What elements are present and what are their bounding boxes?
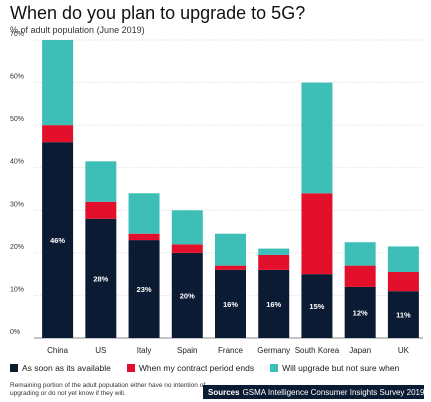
data-label: 15%: [309, 302, 324, 311]
legend-item-contract: When my contract period ends: [126, 363, 255, 373]
legend-label-unsure: Will upgrade but not sure when: [282, 363, 400, 373]
data-label: 46%: [50, 236, 65, 245]
bar-segment-contract: [128, 233, 160, 241]
bar-segment-soon: [344, 286, 376, 338]
source-banner: Sources GSMA Intelligence Consumer Insig…: [203, 385, 424, 399]
legend-item-soon: As soon as its available: [10, 363, 111, 373]
data-label: 23%: [137, 285, 152, 294]
x-tick-label: Italy: [137, 346, 152, 355]
x-tick-label: Japan: [349, 346, 371, 355]
chart-title: When do you plan to upgrade to 5G?: [10, 3, 306, 23]
bar-segment-soon: [258, 269, 290, 338]
y-tick-label: 10%: [10, 286, 24, 293]
stacked-bar-chart: 0% 10% 20% 30% 40% 50% 60% 70% 46% China 28% US 23% I…: [10, 31, 423, 355]
x-tick-label: UK: [398, 346, 410, 355]
legend-swatch-contract: [126, 364, 135, 372]
y-tick-label: 40%: [10, 159, 24, 166]
bar-segment-unsure: [128, 193, 160, 234]
bar-segment-unsure: [85, 161, 117, 202]
bar-segment-contract: [42, 125, 74, 143]
bar-segment-soon: [171, 252, 203, 338]
bar-segment-soon: [128, 240, 160, 338]
bar-segment-soon: [85, 218, 117, 338]
bar-segment-soon: [301, 274, 333, 338]
data-label: 12%: [353, 308, 368, 317]
bar-segment-soon: [387, 291, 419, 338]
bar-segment-soon: [42, 142, 74, 338]
legend-item-unsure: Will upgrade but not sure when: [270, 363, 399, 373]
bar-segment-unsure: [171, 210, 203, 245]
bar-segment-contract: [344, 265, 376, 287]
y-tick-label: 30%: [10, 201, 24, 208]
legend-swatch-unsure: [270, 364, 279, 372]
legend-swatch-soon: [10, 364, 18, 372]
y-tick-label: 20%: [10, 244, 24, 251]
source-label: Sources: [208, 387, 240, 397]
y-tick-label: 50%: [10, 116, 24, 123]
x-tick-label: France: [218, 346, 243, 355]
bar-segment-unsure: [344, 242, 376, 266]
chart-subtitle: % of adult population (June 2019): [10, 25, 145, 35]
bar-segment-contract: [215, 265, 246, 270]
x-tick-label: South Korea: [295, 346, 340, 355]
data-label: 16%: [223, 300, 238, 309]
x-tick-label: China: [47, 346, 68, 355]
bar-segment-soon: [215, 269, 246, 338]
bar-segment-unsure: [42, 40, 74, 126]
bar-segment-contract: [387, 272, 419, 292]
data-label: 16%: [266, 300, 281, 309]
x-tick-label: US: [95, 346, 106, 355]
bar-segment-unsure: [301, 82, 333, 194]
bar-segment-unsure: [258, 248, 290, 255]
chart-legend: As soon as its available When my contrac…: [10, 363, 399, 373]
x-tick-label: Germany: [257, 346, 290, 355]
bar-segment-contract: [301, 193, 333, 275]
x-tick-label: Spain: [177, 346, 197, 355]
data-label: 11%: [396, 311, 411, 320]
source-text: GSMA Intelligence Consumer Insights Surv…: [242, 387, 425, 397]
data-label: 28%: [93, 274, 108, 283]
y-tick-label: 70%: [10, 31, 24, 38]
data-label: 20%: [180, 291, 195, 300]
bar-segment-contract: [171, 244, 203, 253]
bar-segment-unsure: [215, 233, 246, 266]
bar-segment-unsure: [387, 246, 419, 273]
legend-label-soon: As soon as its available: [22, 363, 111, 373]
y-tick-label: 0%: [10, 329, 20, 336]
bar-segment-contract: [85, 201, 117, 219]
legend-label-contract: When my contract period ends: [138, 363, 255, 373]
footnote: Remaining portion of the adult populatio…: [10, 382, 206, 398]
y-tick-label: 60%: [10, 74, 24, 81]
bar-segment-contract: [258, 254, 290, 270]
